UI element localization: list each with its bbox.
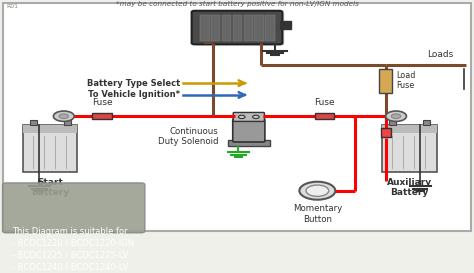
Bar: [30, 120, 36, 124]
Circle shape: [54, 111, 74, 121]
Circle shape: [392, 114, 401, 118]
Text: *may be connected to start battery positive for non-LV/IGN models: *may be connected to start battery posit…: [116, 1, 358, 7]
Bar: [233, 14, 242, 41]
FancyBboxPatch shape: [194, 12, 284, 45]
Circle shape: [238, 115, 245, 118]
Text: Auxiliary
Battery: Auxiliary Battery: [387, 178, 432, 197]
FancyBboxPatch shape: [233, 119, 265, 142]
FancyBboxPatch shape: [233, 112, 264, 121]
Bar: [211, 14, 220, 41]
Circle shape: [253, 115, 259, 118]
Text: Fuse: Fuse: [314, 98, 335, 107]
Circle shape: [300, 182, 335, 200]
Text: Continuous
Duty Solenoid: Continuous Duty Solenoid: [157, 127, 218, 146]
Bar: [379, 69, 392, 93]
Bar: [280, 21, 292, 29]
Bar: [244, 14, 253, 41]
Text: Start
Battery: Start Battery: [31, 178, 70, 197]
Circle shape: [306, 185, 328, 196]
Bar: [389, 120, 396, 124]
Bar: [200, 14, 210, 41]
Text: To Vehicle Ignition*: To Vehicle Ignition*: [88, 90, 180, 99]
Text: Fuse: Fuse: [92, 98, 113, 107]
FancyBboxPatch shape: [3, 3, 471, 231]
Text: Loads: Loads: [427, 50, 453, 59]
FancyBboxPatch shape: [2, 183, 145, 233]
Text: R01: R01: [6, 4, 18, 9]
Bar: [265, 14, 275, 41]
FancyBboxPatch shape: [23, 124, 77, 133]
Text: Battery Type Select: Battery Type Select: [87, 79, 180, 88]
Bar: [228, 140, 270, 147]
Text: This Diagram is suitable for
- BCDC1220 / BCDC1220-IGN
- BCDC1225 / BCDC1225-LV
: This Diagram is suitable for - BCDC1220 …: [12, 227, 134, 271]
Text: Load
Fuse: Load Fuse: [396, 71, 416, 90]
Bar: [423, 120, 430, 124]
Text: Momentary
Button: Momentary Button: [293, 204, 342, 224]
Circle shape: [59, 114, 69, 118]
Bar: [255, 14, 264, 41]
Bar: [383, 124, 437, 172]
Circle shape: [386, 111, 406, 121]
Bar: [381, 128, 391, 137]
FancyBboxPatch shape: [383, 124, 437, 133]
Bar: [23, 124, 77, 172]
Bar: [315, 113, 334, 119]
Bar: [92, 113, 112, 119]
Bar: [64, 120, 71, 124]
FancyBboxPatch shape: [191, 11, 283, 44]
Bar: [222, 14, 231, 41]
